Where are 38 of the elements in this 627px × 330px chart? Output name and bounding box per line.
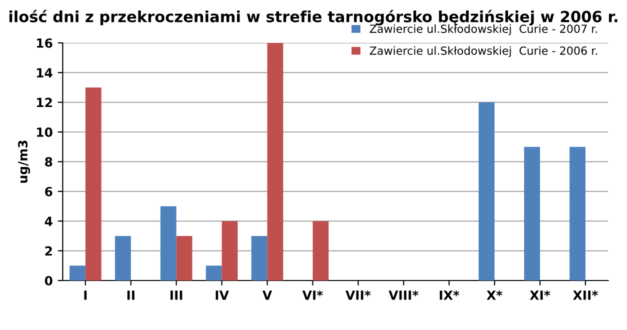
bar [524,146,540,280]
x-tick-label: IV [216,290,229,300]
x-tick-label: IX* [440,290,460,300]
bar [267,42,284,280]
y-tick-label: 10 [36,127,52,137]
bar [160,206,176,280]
x-tick-label: XII* [572,290,598,300]
x-tick-label: VIII* [388,290,418,300]
legend-label: Zawiercie ul.Skłodowskiej Curie - 2006 r. [370,46,597,58]
bar [114,236,131,280]
x-tick-label: VII* [345,290,371,300]
x-tick-label: II [127,290,134,300]
bar [176,236,192,280]
y-tick-label: 12 [36,98,52,108]
y-tick-label: 8 [45,157,52,167]
x-tick-label: XI* [530,290,550,300]
y-axis-title: ug/m3 [18,140,30,183]
y-tick-label: 0 [44,276,52,286]
bar [570,146,586,280]
y-tick-label: 14 [36,68,52,78]
bar [251,236,268,280]
x-tick-label: V [262,290,272,300]
y-tick-label: 2 [45,246,52,256]
y-tick-label: 16 [36,38,52,48]
x-tick-label: X* [486,290,502,300]
x-tick-label: III [170,290,182,300]
bar [222,221,238,280]
legend-label: Zawiercie ul.Skłodowskiej Curie - 2007 r. [370,24,597,36]
bar [478,102,495,280]
chart-title: ilość dni z przekroczeniami w strefie tarnogórsko będzińskiej w 2006 r. [9,10,618,26]
bar [70,266,86,280]
x-tick-label: VI* [302,290,323,300]
bar [85,87,102,280]
bar [206,266,222,280]
x-tick-label: I [84,290,87,300]
y-tick-label: 6 [45,186,52,196]
y-tick-label: 4 [44,216,52,226]
bar [312,221,329,280]
